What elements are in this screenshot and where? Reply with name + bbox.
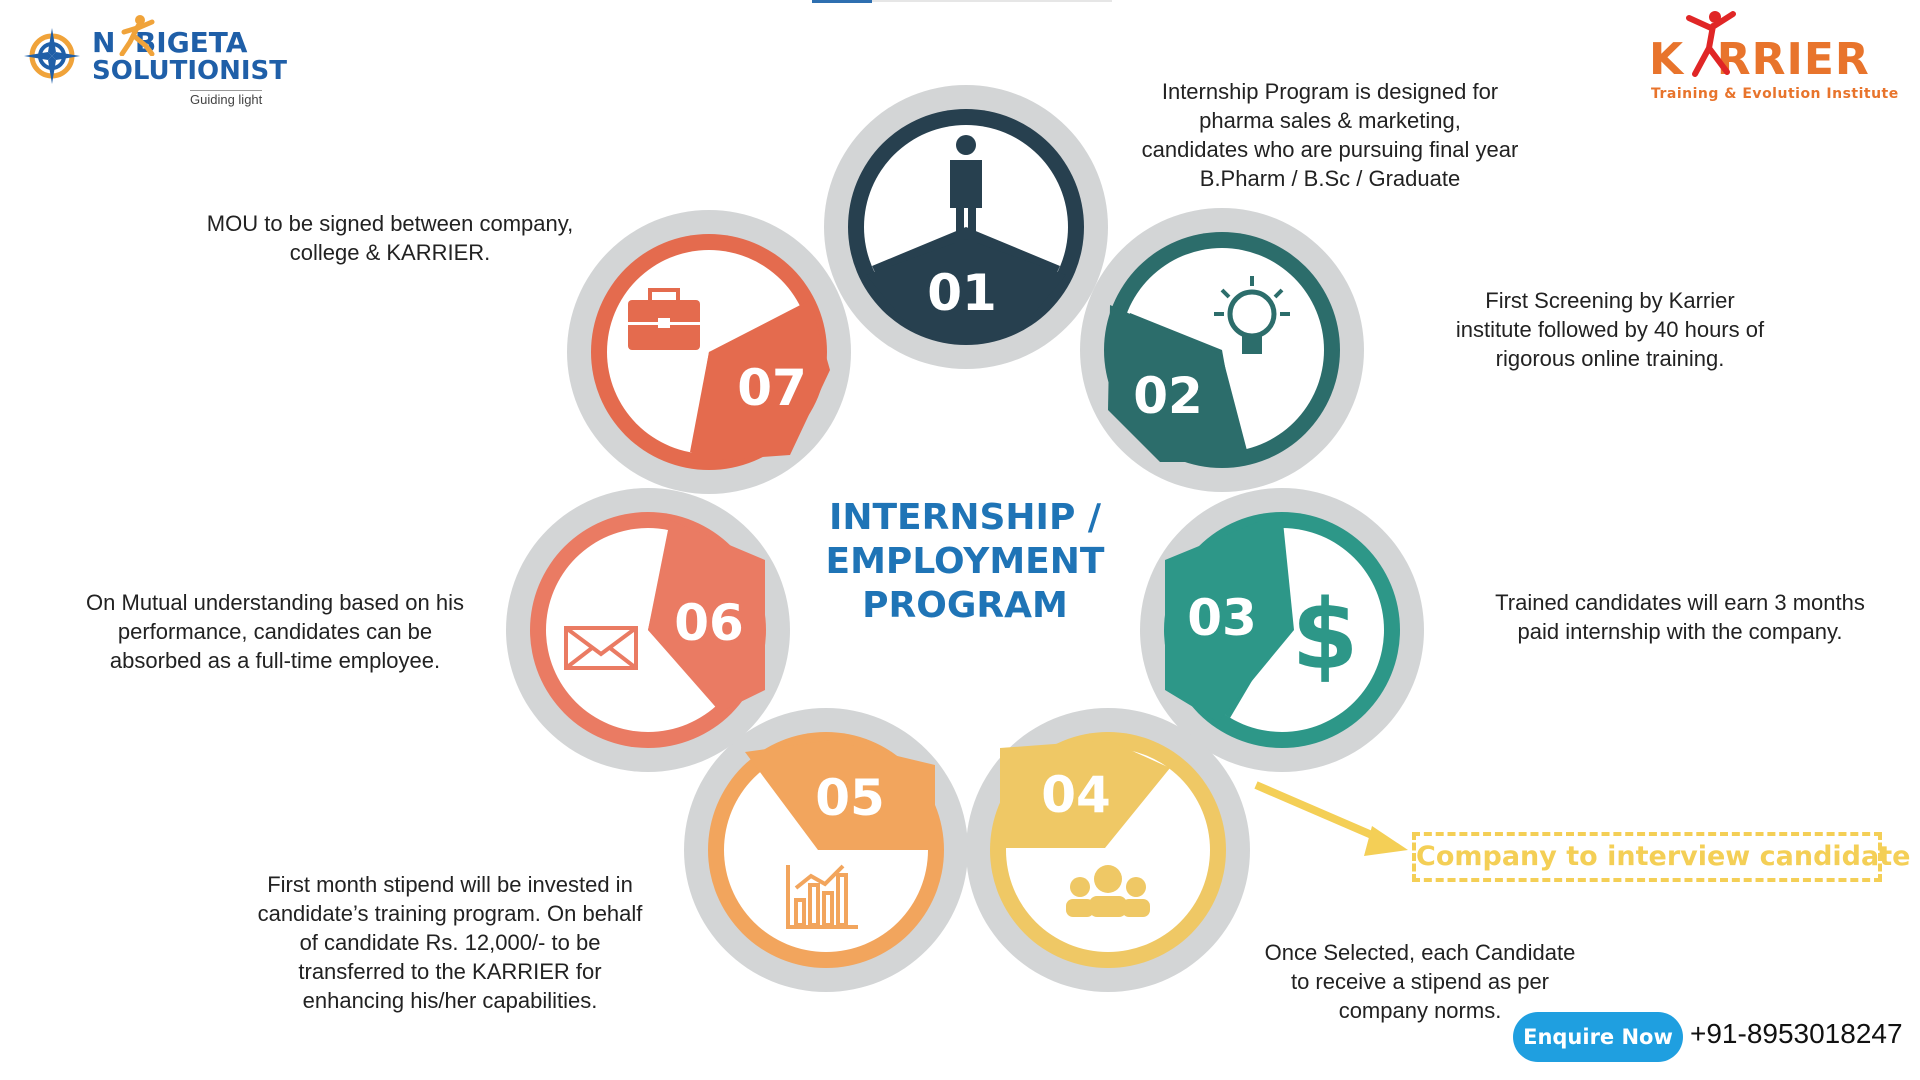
step-03-number: 03 <box>1187 589 1257 647</box>
karrier-tagline: Training & Evolution Institute <box>1651 86 1899 102</box>
group-icon <box>1066 865 1150 917</box>
step-03-description: Trained candidates will earn 3 months pa… <box>1495 590 1865 644</box>
step-03-circle: $ 03 <box>1140 488 1424 772</box>
program-title: INTERNSHIP / EMPLOYMENT PROGRAM <box>780 496 1150 628</box>
nabigeta-logo: N BIGETA SOLUTIONIST Guiding light <box>22 14 287 107</box>
dollar-icon: $ <box>1292 579 1359 691</box>
step-07-circle: 07 <box>567 210 851 494</box>
title-line-3: PROGRAM <box>862 585 1068 626</box>
step-07-number: 07 <box>737 359 807 417</box>
interview-callout: Company to interview candidate <box>1412 832 1910 882</box>
step-05-description: First month stipend will be invested in … <box>257 872 643 1013</box>
step-02-description: First Screening by Karrier institute fol… <box>1455 288 1765 371</box>
step-07-description: MOU to be signed between company, colleg… <box>206 211 574 265</box>
step-04-description: Once Selected, each Candidate to receive… <box>1264 940 1576 1023</box>
step-02-circle: 02 <box>1080 208 1364 492</box>
jumping-figure-icon <box>1686 11 1736 77</box>
bar-chart-icon <box>786 864 858 929</box>
briefcase-icon <box>628 288 700 350</box>
top-divider <box>812 0 872 3</box>
lightbulb-icon <box>1214 276 1290 354</box>
title-line-1: INTERNSHIP / <box>828 497 1102 538</box>
step-06-circle: 06 <box>506 488 790 772</box>
top-divider-light <box>872 0 1112 2</box>
step-04-number: 04 <box>1041 766 1111 824</box>
step-05-circle: 05 <box>684 708 968 992</box>
phone-number[interactable]: +91-8953018247 <box>1690 1018 1903 1049</box>
runner-figure-icon <box>119 15 155 56</box>
step-01-description: Internship Program is designed for pharm… <box>1141 79 1519 191</box>
karrier-name: K RRIER <box>1649 34 1870 85</box>
step-01-number: 01 <box>927 264 997 322</box>
step-05-number: 05 <box>815 769 885 827</box>
step-06-description: On Mutual understanding based on his per… <box>86 590 464 673</box>
envelope-icon <box>564 626 638 670</box>
step-04-circle: 04 <box>966 708 1250 992</box>
step-02-number: 02 <box>1133 367 1203 425</box>
callout-arrow <box>1254 781 1408 856</box>
logo-tagline: Guiding light <box>190 90 263 107</box>
logo-name-line2: SOLUTIONIST <box>92 56 287 86</box>
step-06-number: 06 <box>674 594 744 652</box>
step-01-circle: 01 <box>824 85 1108 369</box>
karrier-logo: K RRIER Training & Evolution Institute <box>1645 8 1905 102</box>
compass-icon <box>24 28 80 84</box>
businessman-icon <box>950 135 982 248</box>
enquire-now-button[interactable]: Enquire Now <box>1513 1012 1683 1062</box>
title-line-2: EMPLOYMENT <box>825 541 1105 582</box>
